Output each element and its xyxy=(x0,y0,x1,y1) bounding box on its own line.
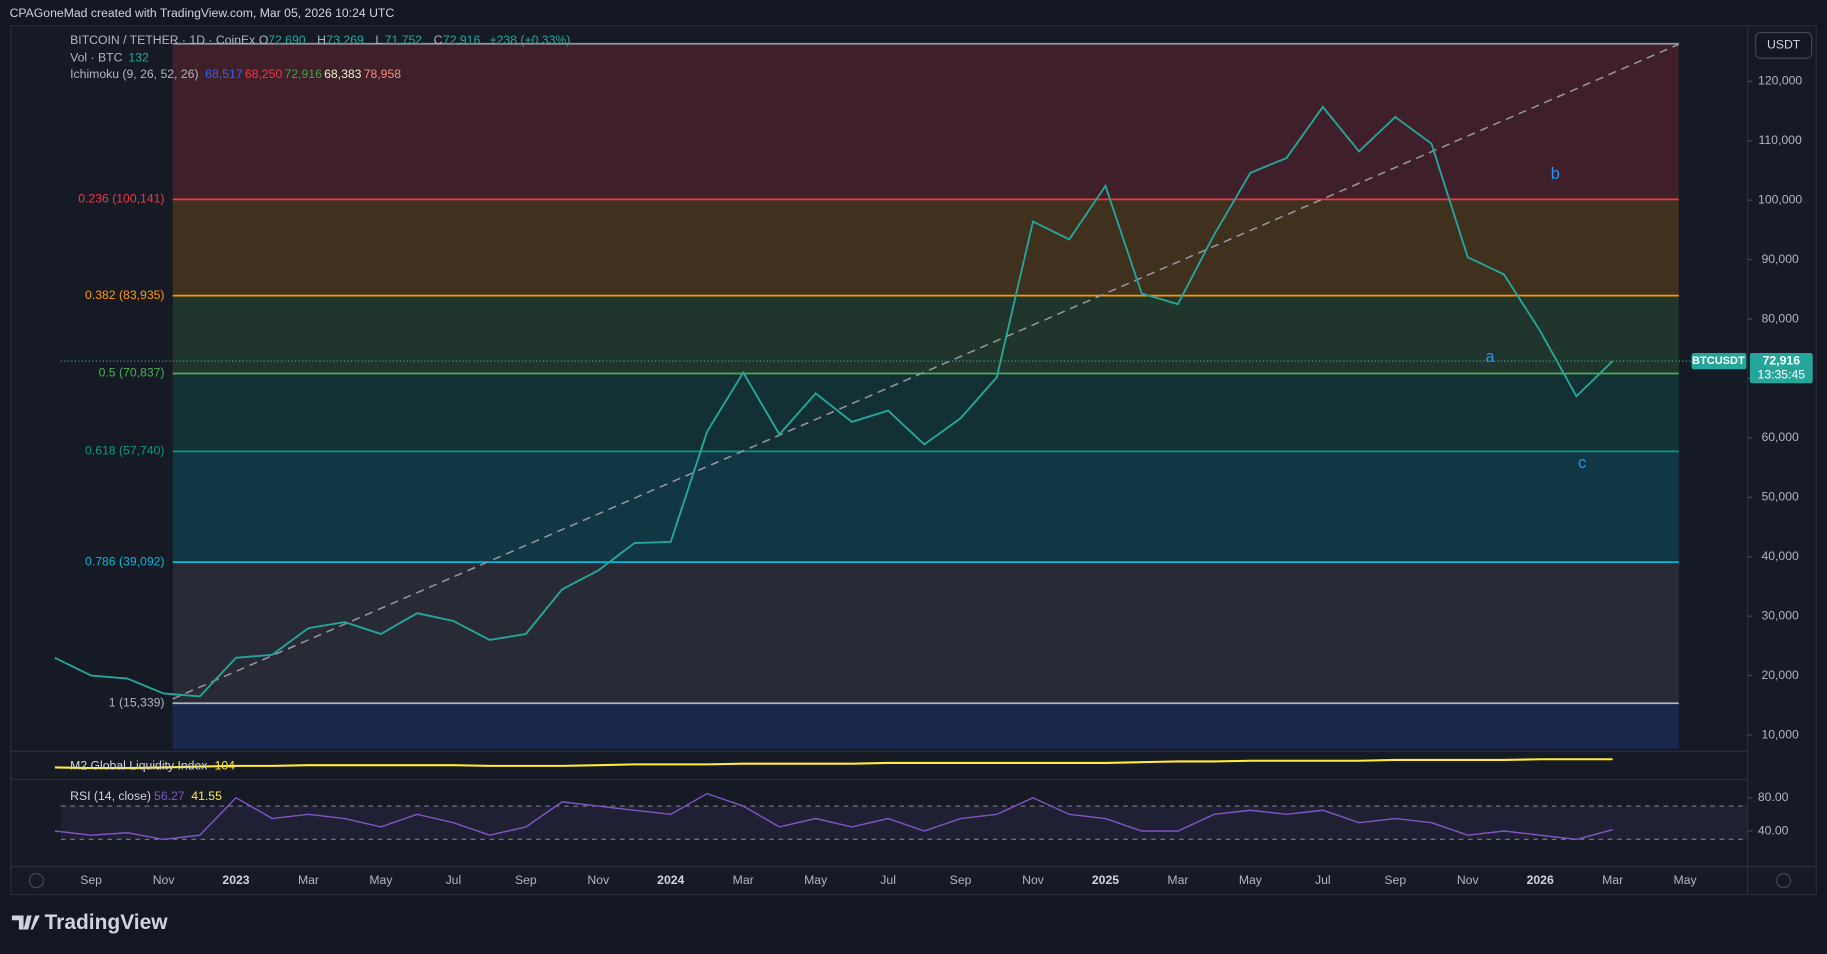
x-tick-label: Jul xyxy=(1315,873,1331,887)
logo-text: TradingView xyxy=(45,911,169,934)
x-tick-label: May xyxy=(1674,873,1698,887)
rsi-title: RSI (14, close) xyxy=(70,789,151,803)
x-tick-label: Nov xyxy=(1457,873,1480,887)
fib-zone xyxy=(172,703,1679,749)
fib-label: 0.382 (83,935) xyxy=(85,288,164,302)
x-tick-label: Mar xyxy=(298,873,319,887)
countdown: 13:35:45 xyxy=(1758,367,1806,381)
fib-label: 0.786 (39,092) xyxy=(85,554,164,568)
ichimoku-label: Ichimoku (9, 26, 52, 26) xyxy=(70,67,198,81)
ichimoku-value: 68,383 xyxy=(324,67,362,81)
y-tick-label: 110,000 xyxy=(1759,133,1802,147)
price-tag xyxy=(1749,352,1813,384)
rsi-tick-label: 40.00 xyxy=(1758,823,1789,837)
x-tick-label: Sep xyxy=(950,873,972,887)
fib-label: 1 (15,339) xyxy=(109,696,165,710)
x-tick-label: May xyxy=(804,873,828,887)
x-tick-label: Nov xyxy=(587,873,610,887)
x-tick-label: 2026 xyxy=(1527,873,1554,887)
fib-zone xyxy=(172,43,1679,200)
y-tick-label: 50,000 xyxy=(1761,490,1799,504)
x-tick-label: 2023 xyxy=(222,873,249,887)
auto-scale-button[interactable] xyxy=(1776,873,1792,889)
fib-zone xyxy=(172,295,1679,374)
volume-value: 132 xyxy=(128,50,149,64)
x-tick-label: Jul xyxy=(446,873,462,887)
y-tick-label: 10,000 xyxy=(1761,727,1799,741)
fib-zone xyxy=(172,562,1679,704)
plot-area: 0.236 (100,141) 0.382 (83,935) 0.5 (70,837… xyxy=(54,33,1813,887)
legend-symbol: BITCOIN / TETHER · 1D · CoinEx xyxy=(70,33,255,47)
x-tick-label: Jul xyxy=(880,873,896,887)
m2-reading: 104 xyxy=(215,759,236,773)
ichimoku-value: 68,250 xyxy=(245,67,283,81)
legend-change: +238 (+0.33%) xyxy=(490,33,571,47)
x-tick-label: Nov xyxy=(153,873,176,887)
timezone-button[interactable] xyxy=(28,873,44,889)
volume-label: Vol · BTC xyxy=(70,50,122,64)
x-tick-label: Sep xyxy=(80,873,102,887)
x-tick-label: Mar xyxy=(1602,873,1623,887)
y-tick-label: 40,000 xyxy=(1761,549,1799,563)
price-line xyxy=(54,105,1614,698)
wave-label: a xyxy=(1486,348,1496,366)
symbol-tag-text: BTCUSDT xyxy=(1692,355,1745,367)
x-tick-label: Mar xyxy=(1167,873,1188,887)
y-tick-label: 20,000 xyxy=(1761,668,1799,682)
logo: TradingView xyxy=(11,911,169,934)
y-tick-label: 60,000 xyxy=(1761,430,1799,444)
ohlc-value: 73,269 xyxy=(326,33,364,47)
ohlc-key: L xyxy=(375,33,382,47)
ohlc-value: 71,752 xyxy=(385,33,423,47)
rsi-band xyxy=(60,806,1748,840)
y-tick-label: 90,000 xyxy=(1761,252,1799,266)
fib-zone xyxy=(172,199,1679,296)
logo-icon xyxy=(11,915,40,930)
symbol-tag xyxy=(1691,352,1747,370)
ohlc-value: 72,690 xyxy=(268,33,306,47)
y-tick-label: 80,000 xyxy=(1761,311,1799,325)
x-tick-label: Mar xyxy=(733,873,754,887)
fib-label: 0.618 (57,740) xyxy=(85,444,164,458)
ohlc-key: O xyxy=(259,33,269,47)
ichimoku-value: 68,517 xyxy=(205,67,243,81)
currency: USDT xyxy=(1767,38,1801,52)
x-tick-label: May xyxy=(369,873,393,887)
fib-zone xyxy=(172,451,1679,563)
x-tick-label: Nov xyxy=(1022,873,1045,887)
y-tick-label: 120,000 xyxy=(1758,74,1802,88)
ichimoku-value: 72,916 xyxy=(284,67,322,81)
ohlc-key: H xyxy=(317,33,326,47)
wave-label: b xyxy=(1551,165,1560,183)
rsi-reading: 56.27 xyxy=(154,789,185,803)
m2-title: M2 Global Liquidity Index xyxy=(70,759,207,773)
fib-label: 0.236 (100,141) xyxy=(78,192,164,206)
y-tick-label: 30,000 xyxy=(1761,608,1799,622)
rsi-line xyxy=(54,792,1613,841)
chart-frame xyxy=(10,25,1817,896)
currency-button[interactable] xyxy=(1755,32,1813,59)
x-tick-label: Sep xyxy=(515,873,537,887)
ohlc-value: 72,916 xyxy=(443,33,481,47)
rsi-reading: 41.55 xyxy=(191,789,222,803)
x-tick-label: May xyxy=(1239,873,1263,887)
x-tick-label: 2025 xyxy=(1092,873,1119,887)
fib-label: 0.5 (70,837) xyxy=(99,366,165,380)
x-tick-label: 2024 xyxy=(657,873,684,887)
rsi-tick-label: 80.00 xyxy=(1758,790,1789,804)
y-tick-label: 100,000 xyxy=(1758,192,1802,206)
price-tag-text: 72,916 xyxy=(1763,353,1801,367)
m2-line xyxy=(54,758,1613,770)
x-tick-label: Sep xyxy=(1384,873,1406,887)
ichimoku-value: 78,958 xyxy=(364,67,402,81)
caption: CPAGoneMad created with TradingView.com,… xyxy=(10,6,395,20)
fib-zone xyxy=(172,373,1679,452)
wave-label: c xyxy=(1578,454,1586,472)
trend-line xyxy=(172,43,1680,700)
ohlc-key: C xyxy=(434,33,443,47)
